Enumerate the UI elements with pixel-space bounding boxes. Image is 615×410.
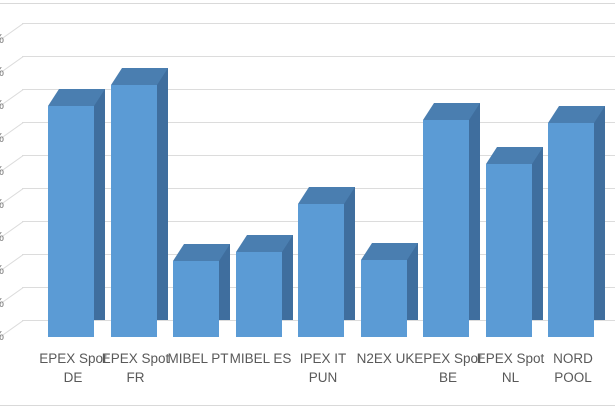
gridline-connector (0, 23, 24, 41)
y-axis-tick-label: % (0, 64, 4, 79)
bar-front-face (235, 251, 282, 337)
bar[interactable] (298, 187, 355, 337)
bar-front-face (173, 261, 219, 337)
gridline (22, 89, 615, 90)
bar-front-face (485, 164, 532, 337)
bar-front-face (423, 119, 469, 337)
y-axis-tick-label: % (0, 295, 4, 310)
gridline-connector (0, 56, 24, 74)
chart-top-border (0, 3, 615, 4)
plot-area: %%%%%%%%%% (0, 23, 615, 343)
bar-side-face (156, 67, 168, 320)
gridline-connector (0, 320, 24, 338)
gridline-connector (0, 122, 24, 140)
bar-front-face (298, 204, 344, 337)
x-axis-category-label: EPEX Spot DE (39, 351, 107, 385)
bar[interactable] (48, 89, 105, 337)
gridline-connector (0, 155, 24, 173)
bar-front-face (360, 260, 407, 337)
bar[interactable] (173, 244, 230, 337)
x-axis-category-label: NORD POOL (553, 351, 593, 385)
bar-front-face (110, 84, 157, 337)
bar[interactable] (548, 105, 605, 337)
gridline-connector (0, 89, 24, 107)
y-axis-tick-label: % (0, 31, 4, 46)
chart-bottom-border (0, 405, 615, 406)
x-axis-category-label: MIBEL PT (167, 351, 229, 366)
gridline-connector (0, 188, 24, 206)
y-axis-tick-label: % (0, 262, 4, 277)
x-axis-category-labels: EPEX Spot DE EPEX Spot FR MIBEL PT MIBEL ES… (0, 345, 615, 405)
bar-side-face (344, 187, 355, 320)
bar[interactable] (235, 234, 293, 337)
x-axis-category-label: MIBEL ES (229, 351, 292, 366)
bar-side-face (469, 102, 480, 320)
bar[interactable] (423, 102, 480, 337)
bar[interactable] (485, 147, 543, 337)
x-axis-category-label: EPEX Spot NL (476, 351, 545, 385)
y-axis-tick-label: % (0, 328, 4, 343)
gridline (22, 122, 615, 123)
bar-side-face (94, 89, 105, 320)
bar-side-face (219, 244, 230, 320)
bar-front-face (548, 122, 594, 337)
bar[interactable] (360, 243, 418, 337)
x-axis-category-label: IPEX IT PUN (299, 351, 347, 385)
bar[interactable] (110, 67, 168, 337)
bar-side-face (281, 234, 293, 320)
gridline (22, 23, 615, 24)
bar-side-face (594, 105, 605, 320)
y-axis-tick-label: % (0, 97, 4, 112)
gridline-connector (0, 221, 24, 239)
bar-front-face (48, 106, 94, 337)
gridline-connector (0, 254, 24, 272)
y-axis-tick-label: % (0, 130, 4, 145)
bar-side-face (406, 243, 418, 320)
gridline (22, 155, 615, 156)
bar-side-face (531, 147, 543, 320)
x-axis-category-label: N2EX UK (356, 351, 415, 366)
y-axis-tick-label: % (0, 196, 4, 211)
y-axis-tick-label: % (0, 163, 4, 178)
gridline (22, 56, 615, 57)
x-axis-category-label: EPEX Spot BE (414, 351, 482, 385)
gridline-connector (0, 287, 24, 305)
y-axis-tick-label: % (0, 229, 4, 244)
x-axis-category-label: EPEX Spot FR (101, 351, 170, 385)
